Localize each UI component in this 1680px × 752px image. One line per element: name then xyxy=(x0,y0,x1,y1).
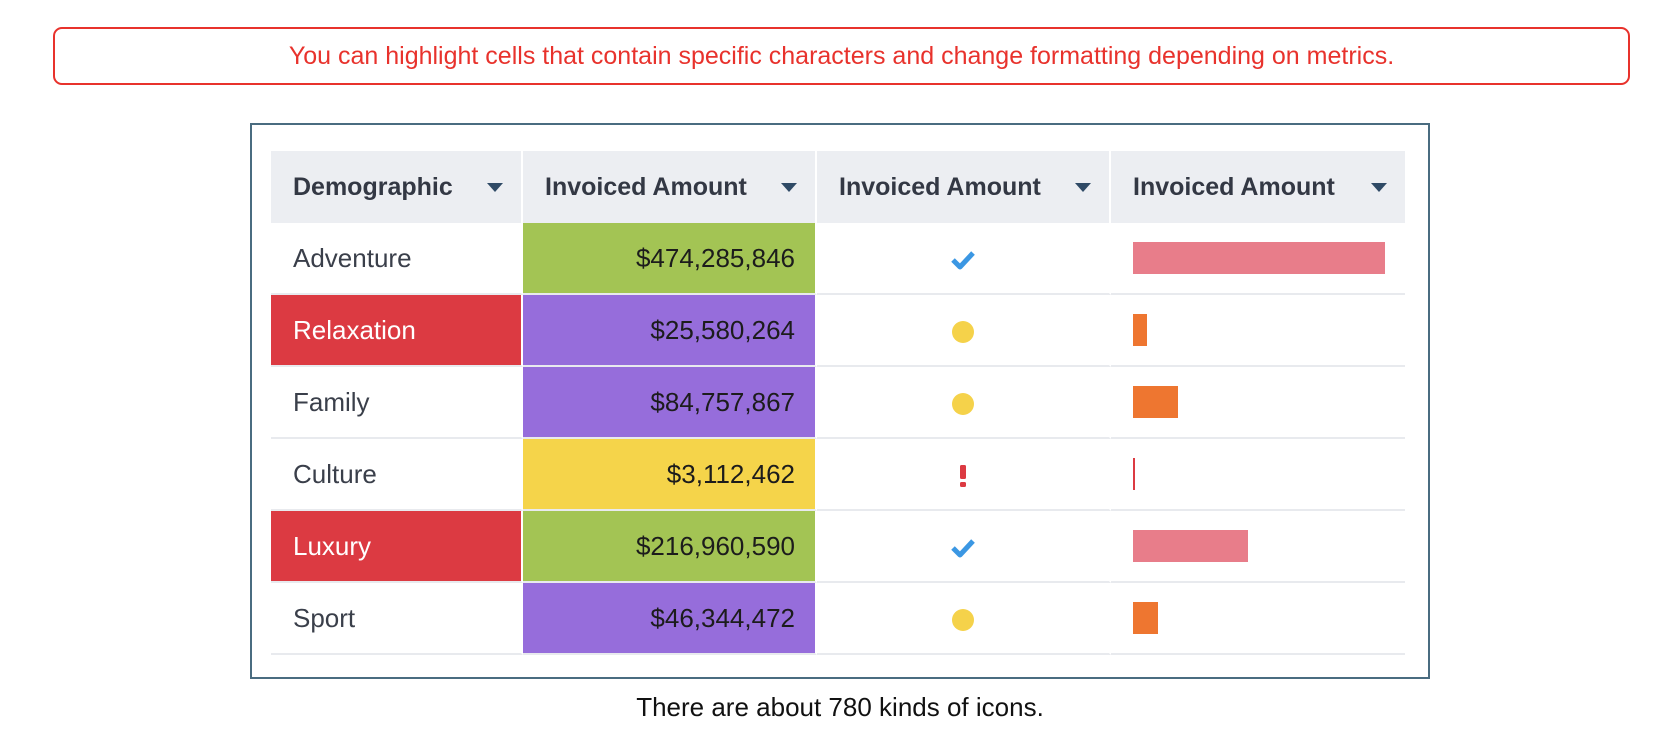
exclamation-icon xyxy=(960,464,966,487)
cell-demographic[interactable]: Family xyxy=(271,367,523,439)
table-row[interactable]: Adventure $474,285,846 xyxy=(271,223,1405,295)
table-header-row: Demographic Invoiced Amount Invoiced Amo… xyxy=(271,151,1405,223)
cell-data-bar[interactable] xyxy=(1111,223,1405,295)
data-bar xyxy=(1133,242,1385,274)
dot-icon xyxy=(952,608,974,631)
info-banner-text: You can highlight cells that contain spe… xyxy=(288,41,1395,70)
cell-demographic[interactable]: Culture xyxy=(271,439,523,511)
column-header-label: Invoiced Amount xyxy=(545,172,747,201)
cell-demographic[interactable]: Adventure xyxy=(271,223,523,295)
cell-status-icon[interactable] xyxy=(817,511,1111,583)
data-bar xyxy=(1133,530,1248,562)
column-header-invoiced-amount[interactable]: Invoiced Amount xyxy=(523,151,817,223)
data-table: Demographic Invoiced Amount Invoiced Amo… xyxy=(271,151,1405,655)
cell-data-bar[interactable] xyxy=(1111,511,1405,583)
sort-caret-icon[interactable] xyxy=(1371,183,1387,192)
cell-demographic[interactable]: Luxury xyxy=(271,511,523,583)
data-bar xyxy=(1133,458,1135,490)
caption: There are about 780 kinds of icons. xyxy=(636,692,1044,722)
data-bar xyxy=(1133,386,1178,418)
cell-data-bar[interactable] xyxy=(1111,439,1405,511)
table-frame: Demographic Invoiced Amount Invoiced Amo… xyxy=(250,123,1430,679)
cell-invoiced-amount[interactable]: $25,580,264 xyxy=(523,295,817,367)
cell-demographic[interactable]: Sport xyxy=(271,583,523,655)
sort-caret-icon[interactable] xyxy=(1075,183,1091,192)
check-icon xyxy=(951,538,975,558)
cell-invoiced-amount[interactable]: $46,344,472 xyxy=(523,583,817,655)
dot-icon xyxy=(952,320,974,343)
info-banner: You can highlight cells that contain spe… xyxy=(53,27,1630,85)
sort-caret-icon[interactable] xyxy=(781,183,797,192)
sort-caret-icon[interactable] xyxy=(487,183,503,192)
cell-status-icon[interactable] xyxy=(817,583,1111,655)
cell-data-bar[interactable] xyxy=(1111,583,1405,655)
data-bar xyxy=(1133,602,1158,634)
column-header-label: Invoiced Amount xyxy=(839,172,1041,201)
cell-demographic[interactable]: Relaxation xyxy=(271,295,523,367)
cell-invoiced-amount[interactable]: $84,757,867 xyxy=(523,367,817,439)
column-header-invoiced-amount-icon[interactable]: Invoiced Amount xyxy=(817,151,1111,223)
table-row[interactable]: Sport $46,344,472 xyxy=(271,583,1405,655)
table-row[interactable]: Relaxation $25,580,264 xyxy=(271,295,1405,367)
check-icon xyxy=(951,250,975,270)
cell-invoiced-amount[interactable]: $216,960,590 xyxy=(523,511,817,583)
table-row[interactable]: Luxury $216,960,590 xyxy=(271,511,1405,583)
cell-invoiced-amount[interactable]: $474,285,846 xyxy=(523,223,817,295)
column-header-label: Demographic xyxy=(293,172,453,201)
cell-data-bar[interactable] xyxy=(1111,367,1405,439)
cell-status-icon[interactable] xyxy=(817,223,1111,295)
cell-status-icon[interactable] xyxy=(817,367,1111,439)
cell-data-bar[interactable] xyxy=(1111,295,1405,367)
cell-status-icon[interactable] xyxy=(817,439,1111,511)
table-row[interactable]: Culture $3,112,462 xyxy=(271,439,1405,511)
table-row[interactable]: Family $84,757,867 xyxy=(271,367,1405,439)
column-header-invoiced-amount-bar[interactable]: Invoiced Amount xyxy=(1111,151,1405,223)
dot-icon xyxy=(952,392,974,415)
table-body: Adventure $474,285,846 Relaxation $25,580,2… xyxy=(271,223,1405,655)
cell-status-icon[interactable] xyxy=(817,295,1111,367)
cell-invoiced-amount[interactable]: $3,112,462 xyxy=(523,439,817,511)
column-header-demographic[interactable]: Demographic xyxy=(271,151,523,223)
data-bar xyxy=(1133,314,1147,346)
column-header-label: Invoiced Amount xyxy=(1133,172,1335,201)
